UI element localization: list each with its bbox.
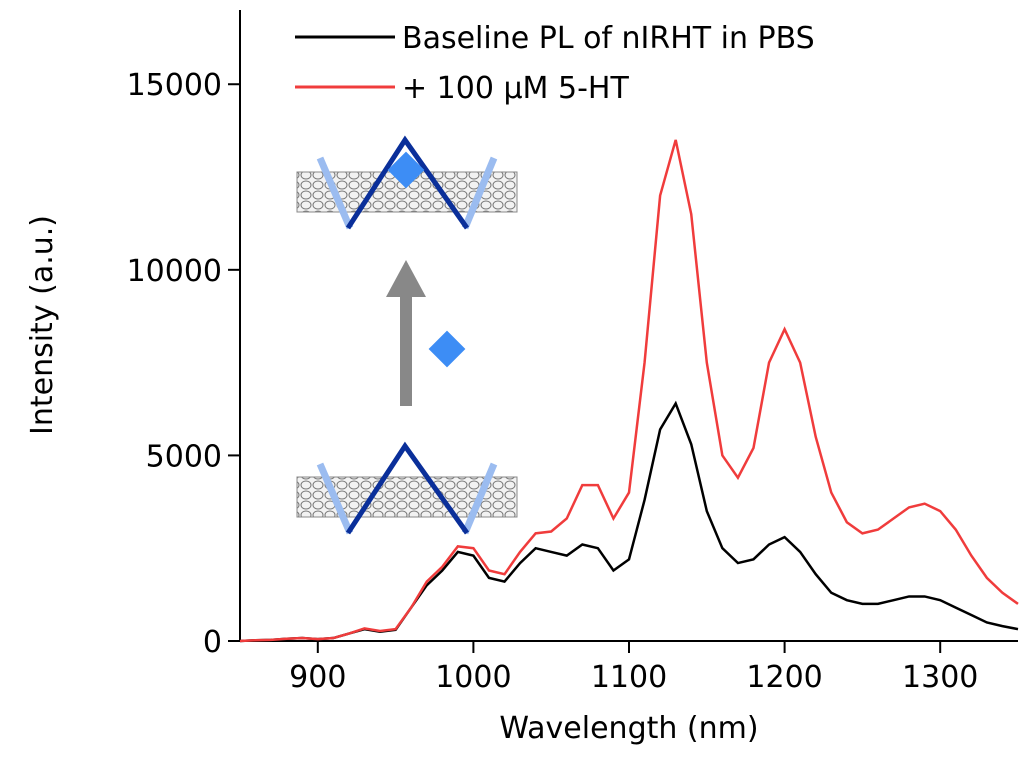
x-tick-label: 1000: [435, 660, 511, 695]
x-tick-label: 1200: [746, 660, 822, 695]
x-tick-label: 900: [289, 660, 346, 695]
inset-illustration: [296, 135, 518, 535]
legend-label: Baseline PL of nIRHT in PBS: [402, 21, 815, 56]
y-axis-label: Intensity (a.u.): [25, 215, 60, 435]
y-tick-label: 5000: [146, 439, 222, 474]
y-tick-label: 0: [203, 625, 222, 660]
x-tick-label: 1100: [591, 660, 667, 695]
legend-label: + 100 μM 5-HT: [402, 71, 629, 106]
x-axis-label: Wavelength (nm): [499, 711, 758, 746]
y-tick-label: 15000: [127, 68, 222, 103]
data-line: [239, 139, 1019, 643]
x-tick-label: 1300: [902, 660, 978, 695]
y-tick-label: 10000: [127, 254, 222, 289]
